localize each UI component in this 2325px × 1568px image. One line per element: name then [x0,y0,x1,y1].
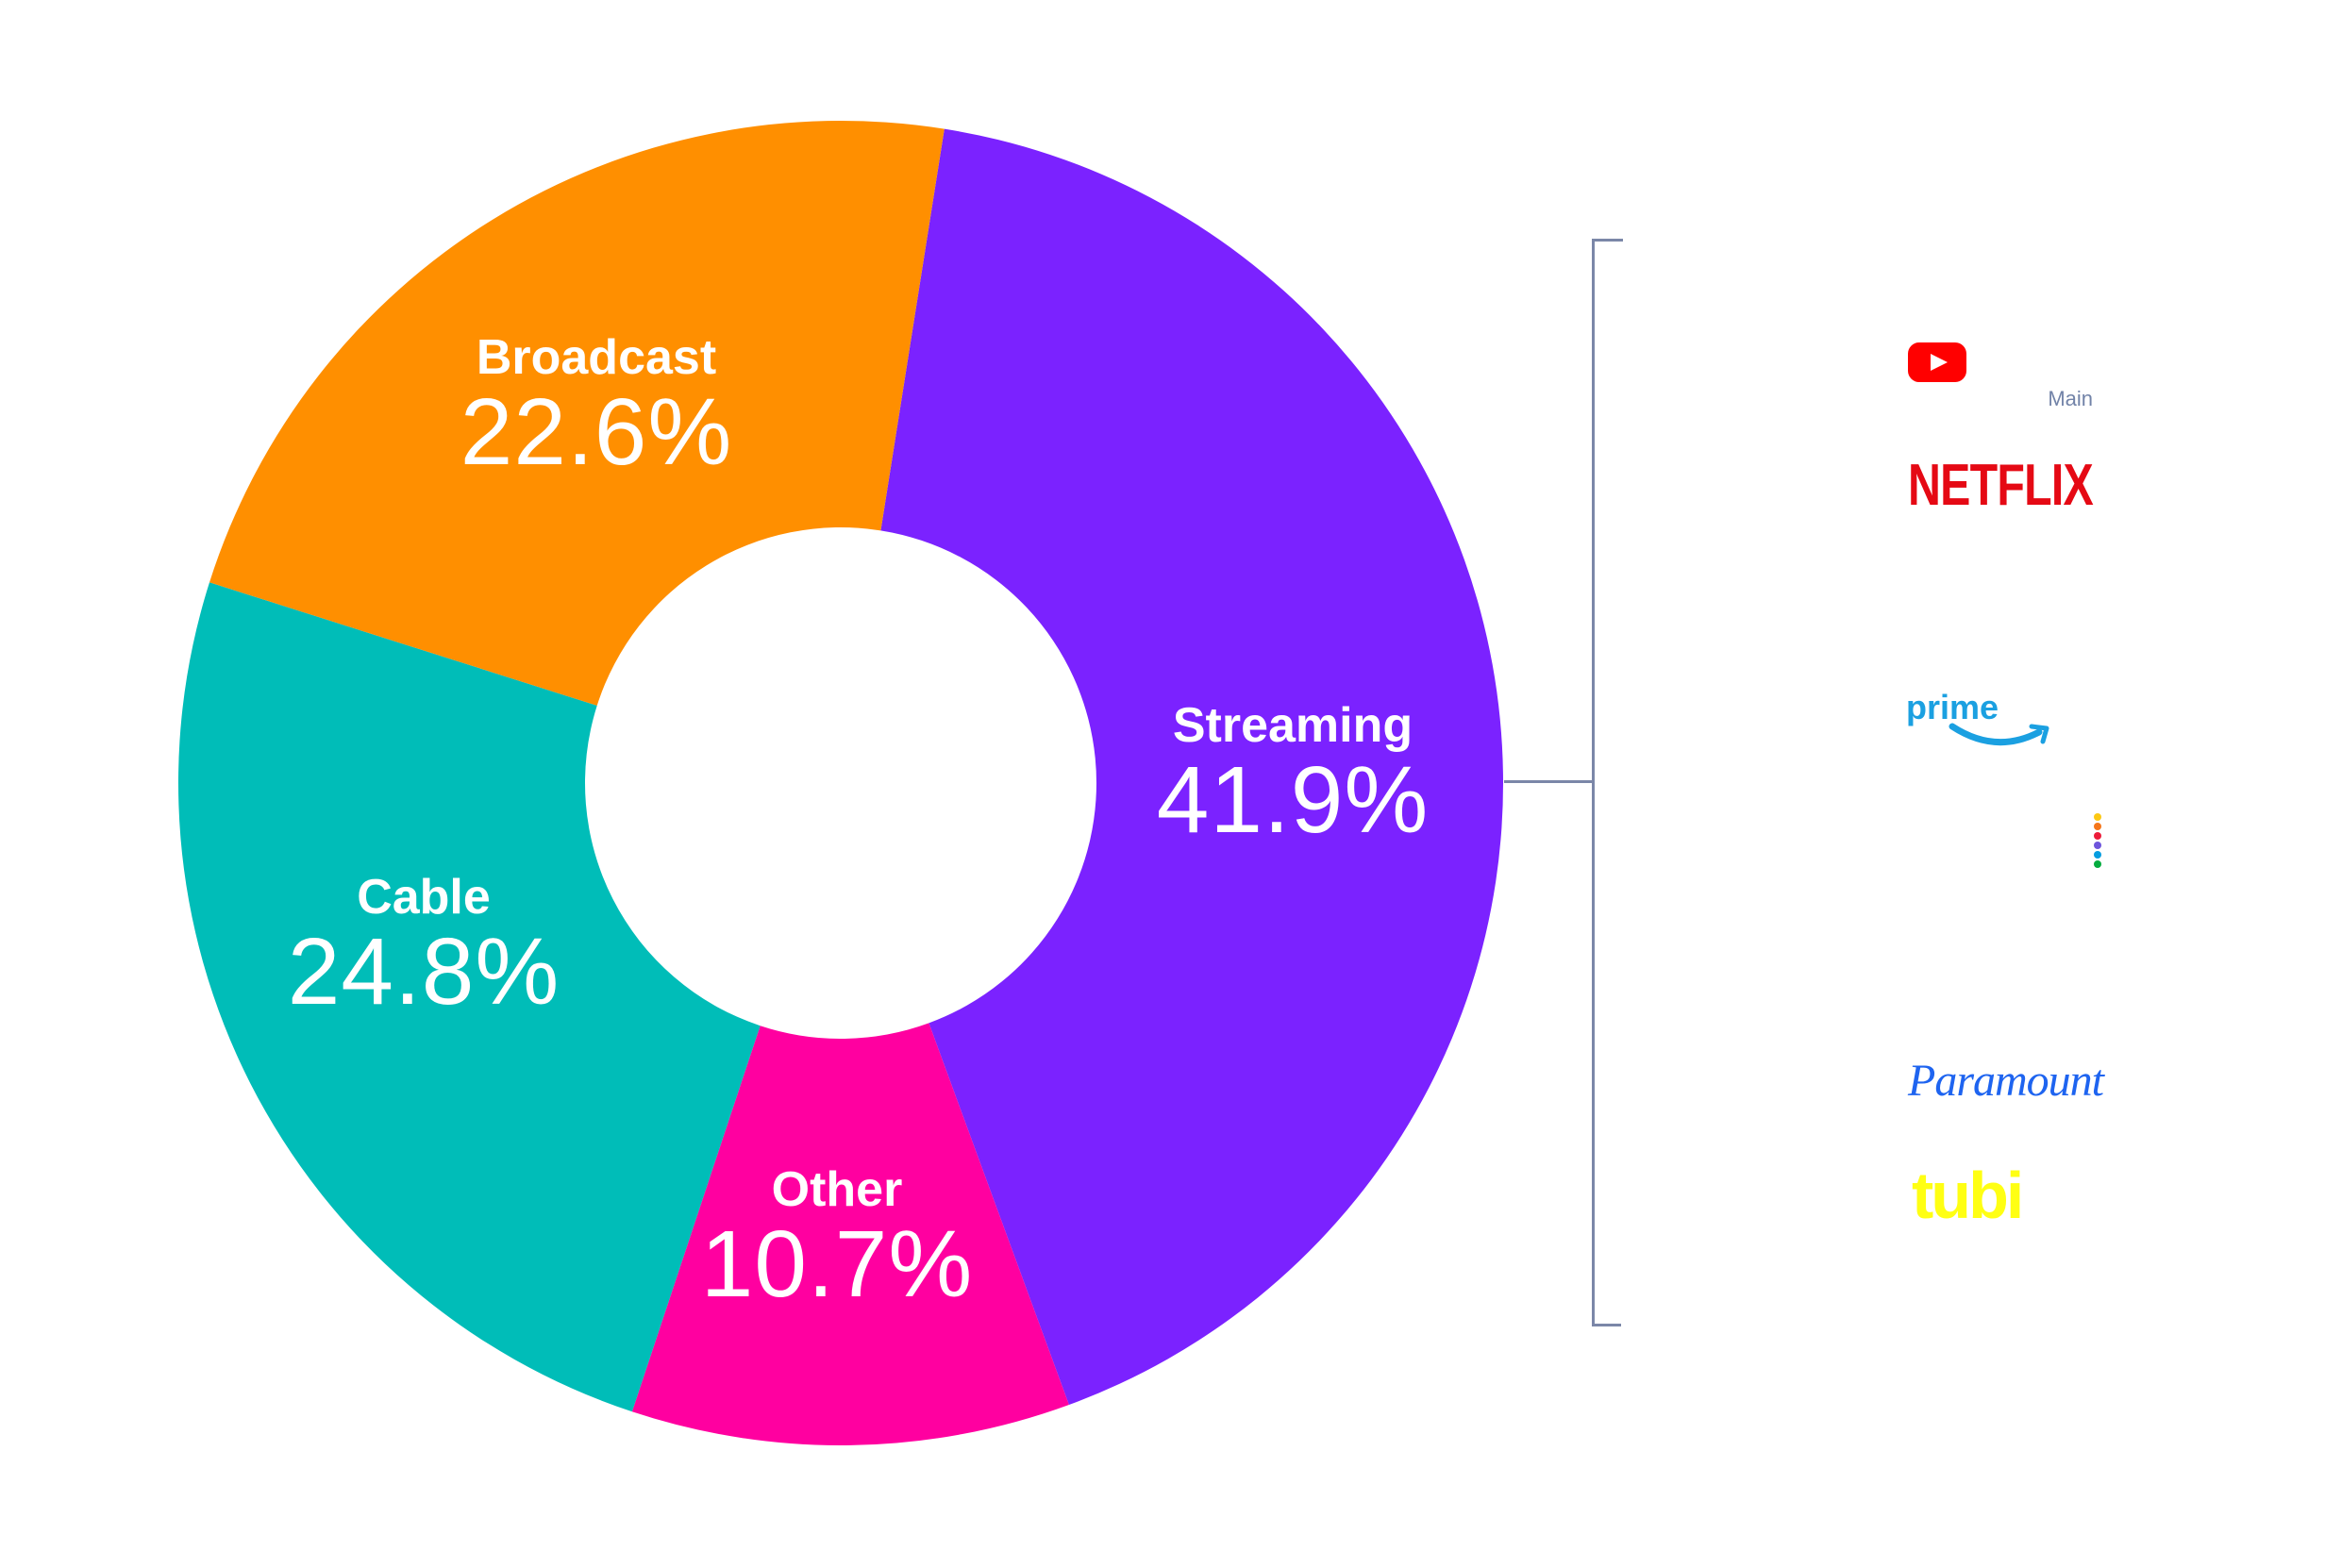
bracket-bottom-tick [1592,1324,1621,1326]
bracket-note: Main [2048,387,2093,410]
bracket-top-tick [1592,239,1623,242]
peacock-dot [2094,851,2101,859]
peacock-logo-dots-icon [2094,813,2105,870]
donut-segment-streaming [880,128,1504,1405]
peacock-dot [2094,860,2101,868]
peacock-dot [2094,842,2101,849]
prime-video-logo: prime [1906,689,2057,755]
paramount-logo: Paramount [1908,1056,2104,1106]
donut-chart [177,121,1504,1445]
bracket-vertical [1592,239,1595,1326]
netflix-logo: NETFLIX [1908,453,2094,518]
donut-segment-other [631,1023,1069,1445]
peacock-dot [2094,832,2101,840]
peacock-dot [2094,813,2101,821]
donut-segment-cable [177,582,761,1412]
donut-segment-broadcast [209,121,945,706]
prime-logo-text: prime [1906,688,1999,726]
peacock-dot [2094,823,2101,830]
amazon-smile-icon [1949,723,2049,746]
donut-segments [177,121,1504,1445]
tubi-logo: tubi [1912,1159,2024,1232]
bracket-connector [1504,780,1593,783]
youtube-logo-icon [1908,342,1966,382]
